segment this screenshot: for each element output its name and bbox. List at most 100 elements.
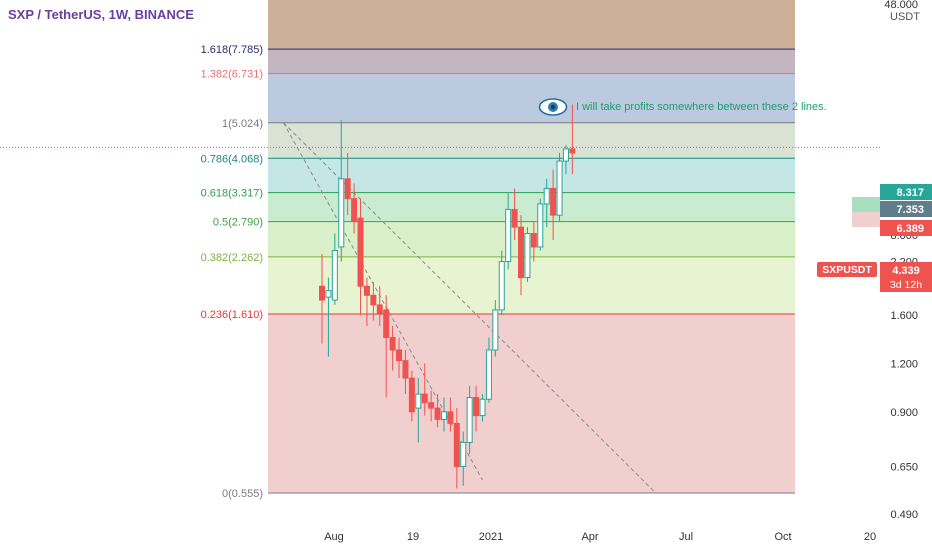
time-tick-label: 2021 bbox=[479, 531, 503, 543]
candle bbox=[466, 385, 473, 455]
price-tick-label: 0.490 bbox=[890, 509, 918, 521]
candle bbox=[370, 281, 377, 321]
profit-note-text: I will take profits somewhere between th… bbox=[576, 101, 827, 113]
candle-body bbox=[485, 349, 492, 400]
candle bbox=[440, 397, 447, 432]
fib-tag-shade-low bbox=[852, 212, 880, 227]
profit-note: I will take profits somewhere between th… bbox=[538, 97, 827, 117]
candle bbox=[389, 325, 396, 371]
price-tick-label: 0.650 bbox=[890, 462, 918, 474]
candle bbox=[344, 152, 351, 216]
fib-tag-top-bg bbox=[880, 184, 932, 200]
candle bbox=[331, 233, 338, 305]
time-tick-label: 20 bbox=[864, 531, 876, 543]
trendline bbox=[283, 122, 483, 481]
candle-body bbox=[530, 233, 537, 248]
candle bbox=[383, 295, 390, 398]
candle-body bbox=[447, 411, 454, 424]
fib-level-label: 0.5(2.790) bbox=[213, 217, 263, 229]
time-tick-label: 19 bbox=[407, 531, 419, 543]
fib-level-label: 0.236(1.610) bbox=[201, 309, 263, 321]
fib-level-label: 0(0.555) bbox=[222, 488, 263, 500]
candle bbox=[402, 350, 409, 395]
candle-body bbox=[338, 178, 345, 248]
fib-zone bbox=[268, 0, 795, 50]
fib-level-label: 0.618(3.317) bbox=[201, 188, 263, 200]
countdown-tag: 3d 12h bbox=[890, 279, 922, 291]
fibonacci-zones bbox=[268, 0, 795, 494]
eye-icon bbox=[538, 98, 568, 116]
candlesticks bbox=[319, 104, 576, 489]
candle bbox=[376, 286, 383, 326]
candle bbox=[543, 178, 550, 228]
candle-body bbox=[370, 294, 377, 306]
fibonacci-lines bbox=[268, 48, 795, 494]
candle bbox=[556, 152, 563, 222]
candle bbox=[428, 390, 435, 422]
candle-body bbox=[351, 198, 358, 222]
fib-tag-low: 6.389 bbox=[896, 223, 924, 235]
candle bbox=[396, 337, 403, 379]
candle bbox=[492, 300, 499, 357]
candle-body bbox=[325, 290, 332, 298]
candle bbox=[485, 337, 492, 403]
candle bbox=[357, 198, 364, 316]
candle-body bbox=[466, 396, 473, 443]
symbol-tag-bg bbox=[817, 262, 877, 277]
candle-body bbox=[389, 337, 396, 351]
candle-body bbox=[518, 226, 525, 279]
candle bbox=[408, 370, 415, 422]
fib-zone bbox=[268, 122, 795, 159]
candle-body bbox=[396, 349, 403, 362]
symbol-tag: SXPUSDT bbox=[822, 264, 872, 276]
fib-zone bbox=[268, 158, 795, 193]
time-tick-label: Aug bbox=[324, 531, 344, 543]
candle bbox=[569, 104, 576, 175]
fib-level-label: 1.618(7.785) bbox=[201, 44, 263, 56]
fib-tag-shade-top bbox=[852, 197, 880, 212]
time-axis[interactable]: Aug 19 2021 Apr Jul Oct 20 bbox=[324, 531, 876, 543]
candle-body bbox=[453, 422, 460, 468]
candle-body bbox=[408, 377, 415, 413]
time-tick-label: Jul bbox=[679, 531, 693, 543]
candle-body bbox=[434, 407, 441, 420]
last-price-tag-bg bbox=[880, 262, 932, 292]
fib-level-label: 1(5.024) bbox=[222, 118, 263, 130]
candle-body bbox=[505, 208, 512, 263]
candle bbox=[363, 277, 370, 326]
candle bbox=[518, 215, 525, 296]
candle-body bbox=[569, 148, 576, 154]
candle bbox=[505, 193, 512, 270]
candle-body bbox=[402, 360, 409, 379]
price-tick-label: 48.000 bbox=[884, 0, 918, 11]
candle bbox=[524, 227, 531, 282]
fib-zone bbox=[268, 314, 795, 494]
price-tick-label: 1.600 bbox=[890, 310, 918, 322]
candle-body bbox=[319, 285, 325, 301]
candle-body bbox=[357, 217, 364, 287]
candle bbox=[530, 221, 537, 262]
candle-body bbox=[498, 261, 505, 311]
candle-body bbox=[440, 411, 447, 420]
candle-body bbox=[376, 304, 383, 314]
candle bbox=[479, 394, 486, 422]
candle-body bbox=[550, 187, 557, 216]
candle bbox=[537, 198, 544, 251]
candle bbox=[447, 397, 454, 432]
candle-body bbox=[537, 203, 544, 248]
last-price-tag: 4.339 bbox=[892, 265, 920, 277]
fib-level-label: 1.382(6.731) bbox=[201, 69, 263, 81]
candle-body bbox=[415, 393, 422, 409]
axis-unit-label: USDT bbox=[890, 11, 920, 23]
time-tick-label: Oct bbox=[774, 531, 791, 543]
candle bbox=[338, 120, 345, 262]
candle-body bbox=[473, 396, 480, 417]
candle-body bbox=[543, 187, 550, 205]
fib-level-label: 0.786(4.068) bbox=[201, 153, 263, 165]
fib-tag-mid-bg bbox=[880, 201, 932, 217]
candle bbox=[325, 277, 332, 357]
candle bbox=[319, 254, 325, 344]
chart-title: SXP / TetherUS, 1W, BINANCE bbox=[8, 7, 194, 22]
